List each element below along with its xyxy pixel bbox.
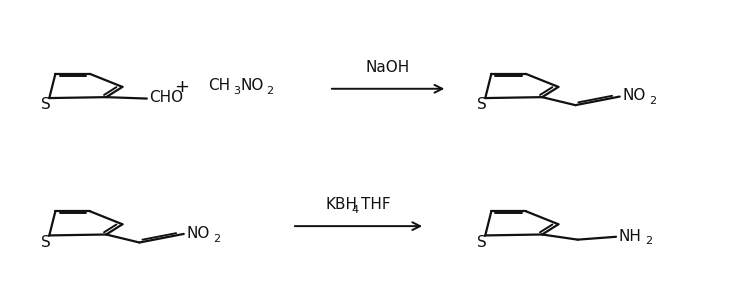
Text: 2: 2 <box>645 236 652 246</box>
Text: KBH: KBH <box>325 197 357 212</box>
Text: S: S <box>41 234 51 249</box>
Text: +: + <box>173 78 188 96</box>
Text: 4: 4 <box>352 205 359 215</box>
Text: S: S <box>41 97 51 112</box>
Text: 2: 2 <box>213 234 220 244</box>
FancyArrowPatch shape <box>295 222 420 230</box>
FancyArrowPatch shape <box>332 85 443 93</box>
Text: NO: NO <box>241 78 264 93</box>
Text: CH: CH <box>209 78 231 93</box>
Text: THF: THF <box>360 197 391 212</box>
Text: NaOH: NaOH <box>366 60 410 75</box>
Text: 2: 2 <box>649 96 657 106</box>
Text: 2: 2 <box>266 86 273 96</box>
Text: CHO: CHO <box>149 90 183 105</box>
Text: S: S <box>477 97 487 112</box>
Text: NO: NO <box>623 88 646 103</box>
Text: NO: NO <box>187 226 210 241</box>
Text: S: S <box>477 234 487 249</box>
Text: 3: 3 <box>234 86 241 96</box>
Text: NH: NH <box>619 229 642 244</box>
